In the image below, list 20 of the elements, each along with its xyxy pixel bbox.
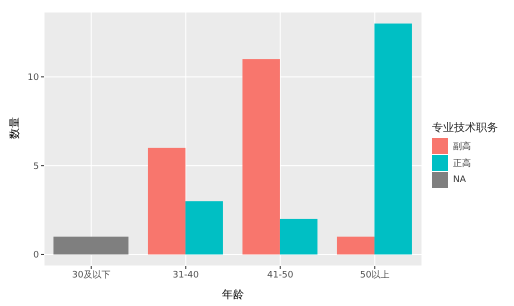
y-axis-title: 数量: [8, 117, 21, 139]
legend-label: 副高: [453, 140, 471, 152]
x-axis-title: 年龄: [222, 288, 244, 301]
legend-title: 专业技术职务: [432, 120, 498, 134]
bar: [374, 24, 412, 254]
y-tick-label: 10: [28, 73, 40, 84]
bar: [280, 218, 318, 254]
bar: [336, 236, 374, 254]
bar: [185, 201, 223, 254]
bar: [53, 236, 128, 254]
x-tick-label: 41-50: [267, 270, 294, 280]
y-tick-label: 0: [33, 250, 40, 261]
x-tick-label: 31-40: [172, 270, 200, 280]
bar: [242, 59, 280, 254]
y-tick-label: 5: [33, 162, 39, 172]
bar: [148, 148, 186, 254]
legend-label: 正高: [453, 158, 471, 170]
x-tick-label: 30及以下: [72, 269, 110, 280]
legend-label: NA: [453, 175, 466, 185]
x-tick-label: 50以上: [360, 269, 390, 280]
